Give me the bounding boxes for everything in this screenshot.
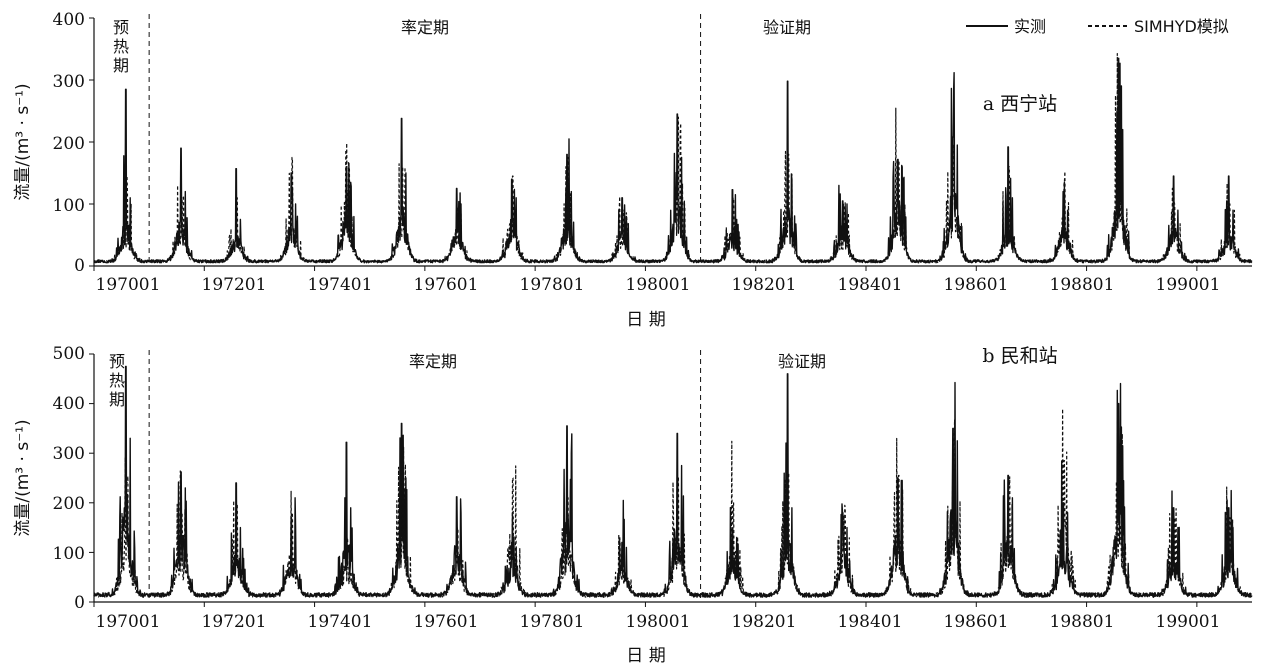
panel-b-period-calibration: 率定期 [409, 352, 457, 371]
panel-b-y-ticks: 0 100 200 300 400 500 [53, 344, 85, 613]
panel-a-x-ticks: 197001 197201 197401 197601 197801 19800… [96, 275, 1221, 295]
x-tick-label: 198401 [838, 612, 903, 632]
panel-b-period-warmup: 预热期 [109, 352, 125, 409]
y-tick-label: 0 [74, 256, 85, 276]
x-tick-label: 197601 [414, 612, 479, 632]
x-tick-label: 198401 [838, 275, 903, 295]
x-tick-label: 197201 [202, 612, 267, 632]
x-tick-label: 199001 [1156, 275, 1221, 295]
panel-a-observed-series [93, 57, 1253, 264]
x-tick-label: 198001 [626, 275, 691, 295]
y-tick-label: 200 [53, 134, 85, 154]
x-tick-label: 198001 [626, 612, 691, 632]
x-tick-label: 198801 [1050, 612, 1115, 632]
x-tick-label: 197801 [520, 275, 585, 295]
legend: 实测 SIMHYD模拟 [966, 17, 1229, 36]
y-tick-label: 300 [53, 444, 85, 464]
x-tick-label: 198201 [732, 275, 797, 295]
panel-a-period-calibration: 率定期 [401, 18, 449, 37]
y-tick-label: 500 [53, 344, 85, 364]
x-tick-label: 198801 [1050, 275, 1115, 295]
y-tick-label: 100 [53, 544, 85, 564]
panel-a-period-warmup: 预热期 [113, 18, 129, 75]
panel-b-x-ticks: 197001 197201 197401 197601 197801 19800… [96, 612, 1221, 632]
x-tick-label: 198601 [944, 275, 1009, 295]
y-tick-label: 300 [53, 72, 85, 92]
x-tick-label: 197001 [96, 275, 161, 295]
y-tick-label: 200 [53, 494, 85, 514]
y-tick-label: 0 [74, 593, 85, 613]
x-tick-label: 197201 [202, 275, 267, 295]
panel-b-period-validation: 验证期 [778, 352, 826, 371]
x-tick-label: 197601 [414, 275, 479, 295]
legend-simulated-label: SIMHYD模拟 [1134, 17, 1229, 36]
panel-a-period-validation: 验证期 [763, 18, 811, 37]
panel-a-title: a 西宁站 [983, 93, 1057, 115]
legend-observed-label: 实测 [1014, 17, 1046, 36]
y-tick-label: 100 [53, 196, 85, 216]
x-tick-label: 199001 [1156, 612, 1221, 632]
panel-a-y-axis-label: 流量/(m³ · s⁻¹) [13, 83, 33, 200]
panel-b-title: b 民和站 [982, 345, 1057, 367]
y-tick-label: 400 [53, 10, 85, 30]
y-tick-label: 400 [53, 394, 85, 414]
panel-a-x-axis-label: 日 期 [626, 310, 665, 330]
x-tick-label: 197801 [520, 612, 585, 632]
x-tick-label: 197001 [96, 612, 161, 632]
x-tick-label: 198201 [732, 612, 797, 632]
x-tick-label: 198601 [944, 612, 1009, 632]
x-tick-label: 197401 [308, 612, 373, 632]
panel-b-x-axis-label: 日 期 [626, 646, 665, 666]
panel-b-minhe: 0 100 200 300 400 500 流量/(m³ · s⁻¹) 1970… [13, 344, 1253, 666]
panel-a-y-ticks: 0 100 200 300 400 [53, 10, 85, 276]
panel-a-xining: 0 100 200 300 400 流量/(m³ · s⁻¹) 197001 1… [13, 10, 1253, 330]
x-tick-label: 197401 [308, 275, 373, 295]
panel-b-y-axis-label: 流量/(m³ · s⁻¹) [13, 419, 33, 536]
panel-a-simulated-series [93, 53, 1253, 264]
